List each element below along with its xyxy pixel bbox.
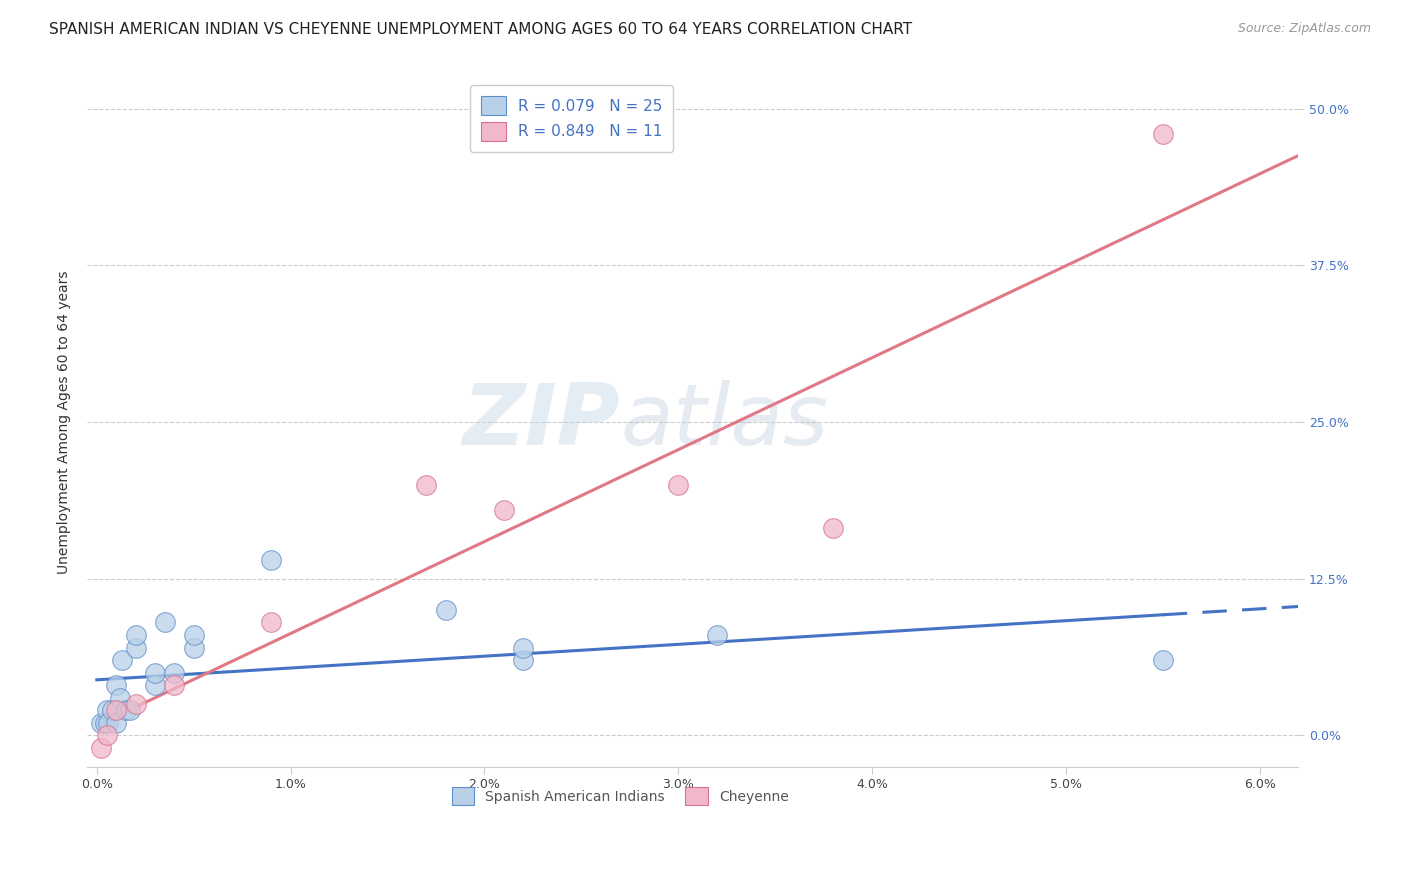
Point [666,477,689,491]
Point [124,628,146,642]
Point [108,690,131,705]
Point [163,678,186,692]
Point [90,740,112,755]
Point [96,703,118,717]
Point [105,678,128,692]
Point [512,640,534,655]
Point [492,502,515,516]
Point [124,640,146,655]
Point [260,615,283,630]
Point [111,653,134,667]
Point [415,477,437,491]
Point [163,665,186,680]
Point [105,703,128,717]
Point [153,615,176,630]
Point [183,628,205,642]
Text: SPANISH AMERICAN INDIAN VS CHEYENNE UNEMPLOYMENT AMONG AGES 60 TO 64 YEARS CORRE: SPANISH AMERICAN INDIAN VS CHEYENNE UNEM… [49,22,912,37]
Point [260,553,283,567]
Point [101,703,124,717]
Y-axis label: Unemployment Among Ages 60 to 64 years: Unemployment Among Ages 60 to 64 years [58,270,72,574]
Point [143,665,166,680]
Point [97,715,120,730]
Point [434,603,457,617]
Text: ZIP: ZIP [463,381,620,464]
Point [96,728,118,742]
Text: atlas: atlas [620,381,828,464]
Point [105,715,128,730]
Point [93,715,115,730]
Point [90,715,112,730]
Point [143,678,166,692]
Point [118,703,141,717]
Point [512,653,534,667]
Text: Source: ZipAtlas.com: Source: ZipAtlas.com [1237,22,1371,36]
Point [124,697,146,711]
Point [183,640,205,655]
Legend: Spanish American Indians, Cheyenne: Spanish American Indians, Cheyenne [441,778,799,814]
Point [706,628,728,642]
Point [1152,127,1174,141]
Point [115,703,138,717]
Point [1152,653,1174,667]
Point [823,521,845,535]
